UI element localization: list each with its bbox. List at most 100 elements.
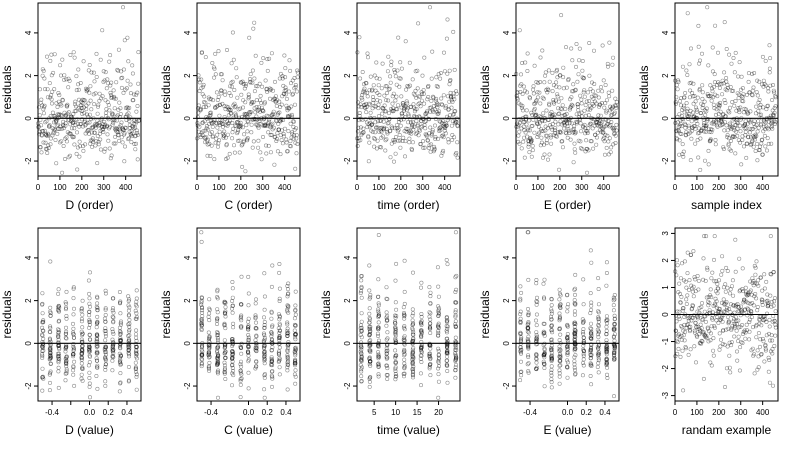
data-point (427, 362, 432, 367)
data-point (410, 123, 415, 128)
data-point (739, 308, 744, 313)
data-point (413, 131, 418, 136)
data-point (715, 94, 720, 99)
data-point (572, 320, 577, 325)
data-point (427, 106, 432, 111)
data-point (711, 120, 716, 125)
data-point (120, 126, 125, 131)
data-point (585, 129, 590, 134)
data-point (208, 154, 213, 159)
data-point (56, 305, 61, 310)
data-point (286, 346, 291, 351)
data-point (541, 352, 546, 357)
data-point (376, 363, 381, 368)
data-point (64, 354, 69, 359)
data-point (612, 132, 617, 137)
data-point (126, 308, 131, 313)
data-point (129, 134, 134, 139)
data-point (596, 95, 601, 100)
data-point (392, 70, 397, 75)
data-point (376, 325, 381, 330)
data-point (750, 346, 755, 351)
data-point (673, 269, 678, 274)
x-tick-label: 0.0 (84, 408, 96, 417)
data-point (412, 124, 417, 129)
data-point (612, 110, 617, 115)
data-point (239, 359, 244, 364)
data-point (454, 151, 459, 156)
data-point (230, 348, 235, 353)
data-point (677, 291, 682, 296)
data-point (549, 323, 554, 328)
data-point (680, 308, 685, 313)
y-axis-label: residuals (478, 290, 492, 338)
data-point (207, 114, 212, 119)
data-point (752, 280, 757, 285)
data-point (427, 325, 432, 330)
data-point (453, 120, 458, 125)
data-point (48, 310, 53, 315)
data-point (611, 127, 616, 132)
data-point (95, 161, 100, 166)
data-point (269, 347, 274, 352)
data-point (427, 117, 432, 122)
data-point (384, 323, 389, 328)
data-point (557, 371, 562, 376)
data-point (749, 292, 754, 297)
data-point (276, 127, 281, 132)
data-point (564, 111, 569, 116)
data-point (419, 280, 424, 285)
data-point (552, 115, 557, 120)
data-point (230, 286, 235, 291)
data-point (427, 364, 432, 369)
data-point (589, 94, 594, 99)
data-point (549, 377, 554, 382)
data-point (572, 332, 577, 337)
data-point (285, 303, 290, 308)
data-point (563, 106, 568, 111)
data-point (254, 326, 259, 331)
data-point (95, 118, 100, 123)
data-point (748, 301, 753, 306)
data-point (553, 98, 558, 103)
data-point (87, 319, 92, 324)
data-point (405, 127, 410, 132)
data-point (549, 385, 554, 390)
data-point (196, 110, 201, 115)
data-point (589, 139, 594, 144)
data-point (362, 103, 367, 108)
data-point (436, 313, 441, 318)
data-point (133, 360, 138, 365)
data-point (118, 129, 123, 134)
data-point (199, 361, 204, 366)
data-point (564, 85, 569, 90)
data-point (269, 356, 274, 361)
data-point (359, 273, 364, 278)
data-point (765, 303, 770, 308)
data-point (750, 138, 755, 143)
data-point (402, 338, 407, 343)
data-point (764, 279, 769, 284)
data-point (280, 94, 285, 99)
data-point (231, 126, 236, 131)
data-point (430, 108, 435, 113)
data-point (691, 284, 696, 289)
data-point (240, 125, 245, 130)
data-point (242, 86, 247, 91)
data-point (71, 286, 76, 291)
data-point (697, 327, 702, 332)
data-point (698, 129, 703, 134)
data-point (517, 129, 522, 134)
data-point (101, 126, 106, 131)
data-point (592, 82, 597, 87)
data-point (285, 357, 290, 362)
data-point (751, 134, 756, 139)
data-point (64, 371, 69, 376)
data-point (134, 92, 139, 97)
data-point (410, 322, 415, 327)
data-point (542, 361, 547, 366)
data-point (222, 321, 227, 326)
data-point (762, 272, 767, 277)
data-point (281, 134, 286, 139)
data-point (385, 355, 390, 360)
